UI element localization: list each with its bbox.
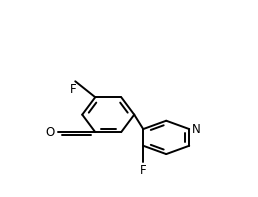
Text: O: O: [45, 126, 55, 139]
Text: F: F: [140, 164, 147, 177]
Text: F: F: [70, 83, 77, 96]
Text: N: N: [192, 123, 201, 136]
